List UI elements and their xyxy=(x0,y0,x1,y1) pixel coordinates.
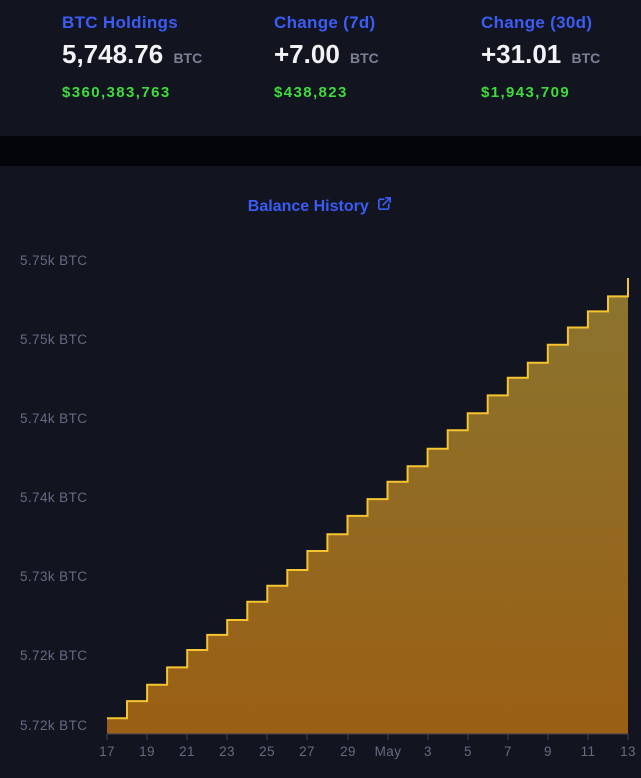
svg-text:27: 27 xyxy=(299,744,315,759)
svg-text:21: 21 xyxy=(179,744,195,759)
svg-text:5: 5 xyxy=(464,744,472,759)
svg-text:9: 9 xyxy=(544,744,552,759)
svg-text:19: 19 xyxy=(139,744,155,759)
svg-text:5.74k BTC: 5.74k BTC xyxy=(20,411,87,426)
svg-text:17: 17 xyxy=(99,744,115,759)
svg-text:13: 13 xyxy=(620,744,636,759)
svg-text:11: 11 xyxy=(581,744,596,759)
svg-text:5.72k BTC: 5.72k BTC xyxy=(20,718,87,733)
svg-text:3: 3 xyxy=(424,744,432,759)
svg-text:5.72k BTC: 5.72k BTC xyxy=(20,648,87,663)
svg-text:25: 25 xyxy=(259,744,275,759)
svg-text:7: 7 xyxy=(504,744,512,759)
svg-text:23: 23 xyxy=(219,744,235,759)
svg-text:29: 29 xyxy=(340,744,356,759)
svg-text:5.73k BTC: 5.73k BTC xyxy=(20,569,87,584)
svg-text:May: May xyxy=(375,744,402,759)
svg-text:5.75k BTC: 5.75k BTC xyxy=(20,332,87,347)
svg-text:5.74k BTC: 5.74k BTC xyxy=(20,490,87,505)
svg-text:5.75k BTC: 5.75k BTC xyxy=(20,253,87,268)
